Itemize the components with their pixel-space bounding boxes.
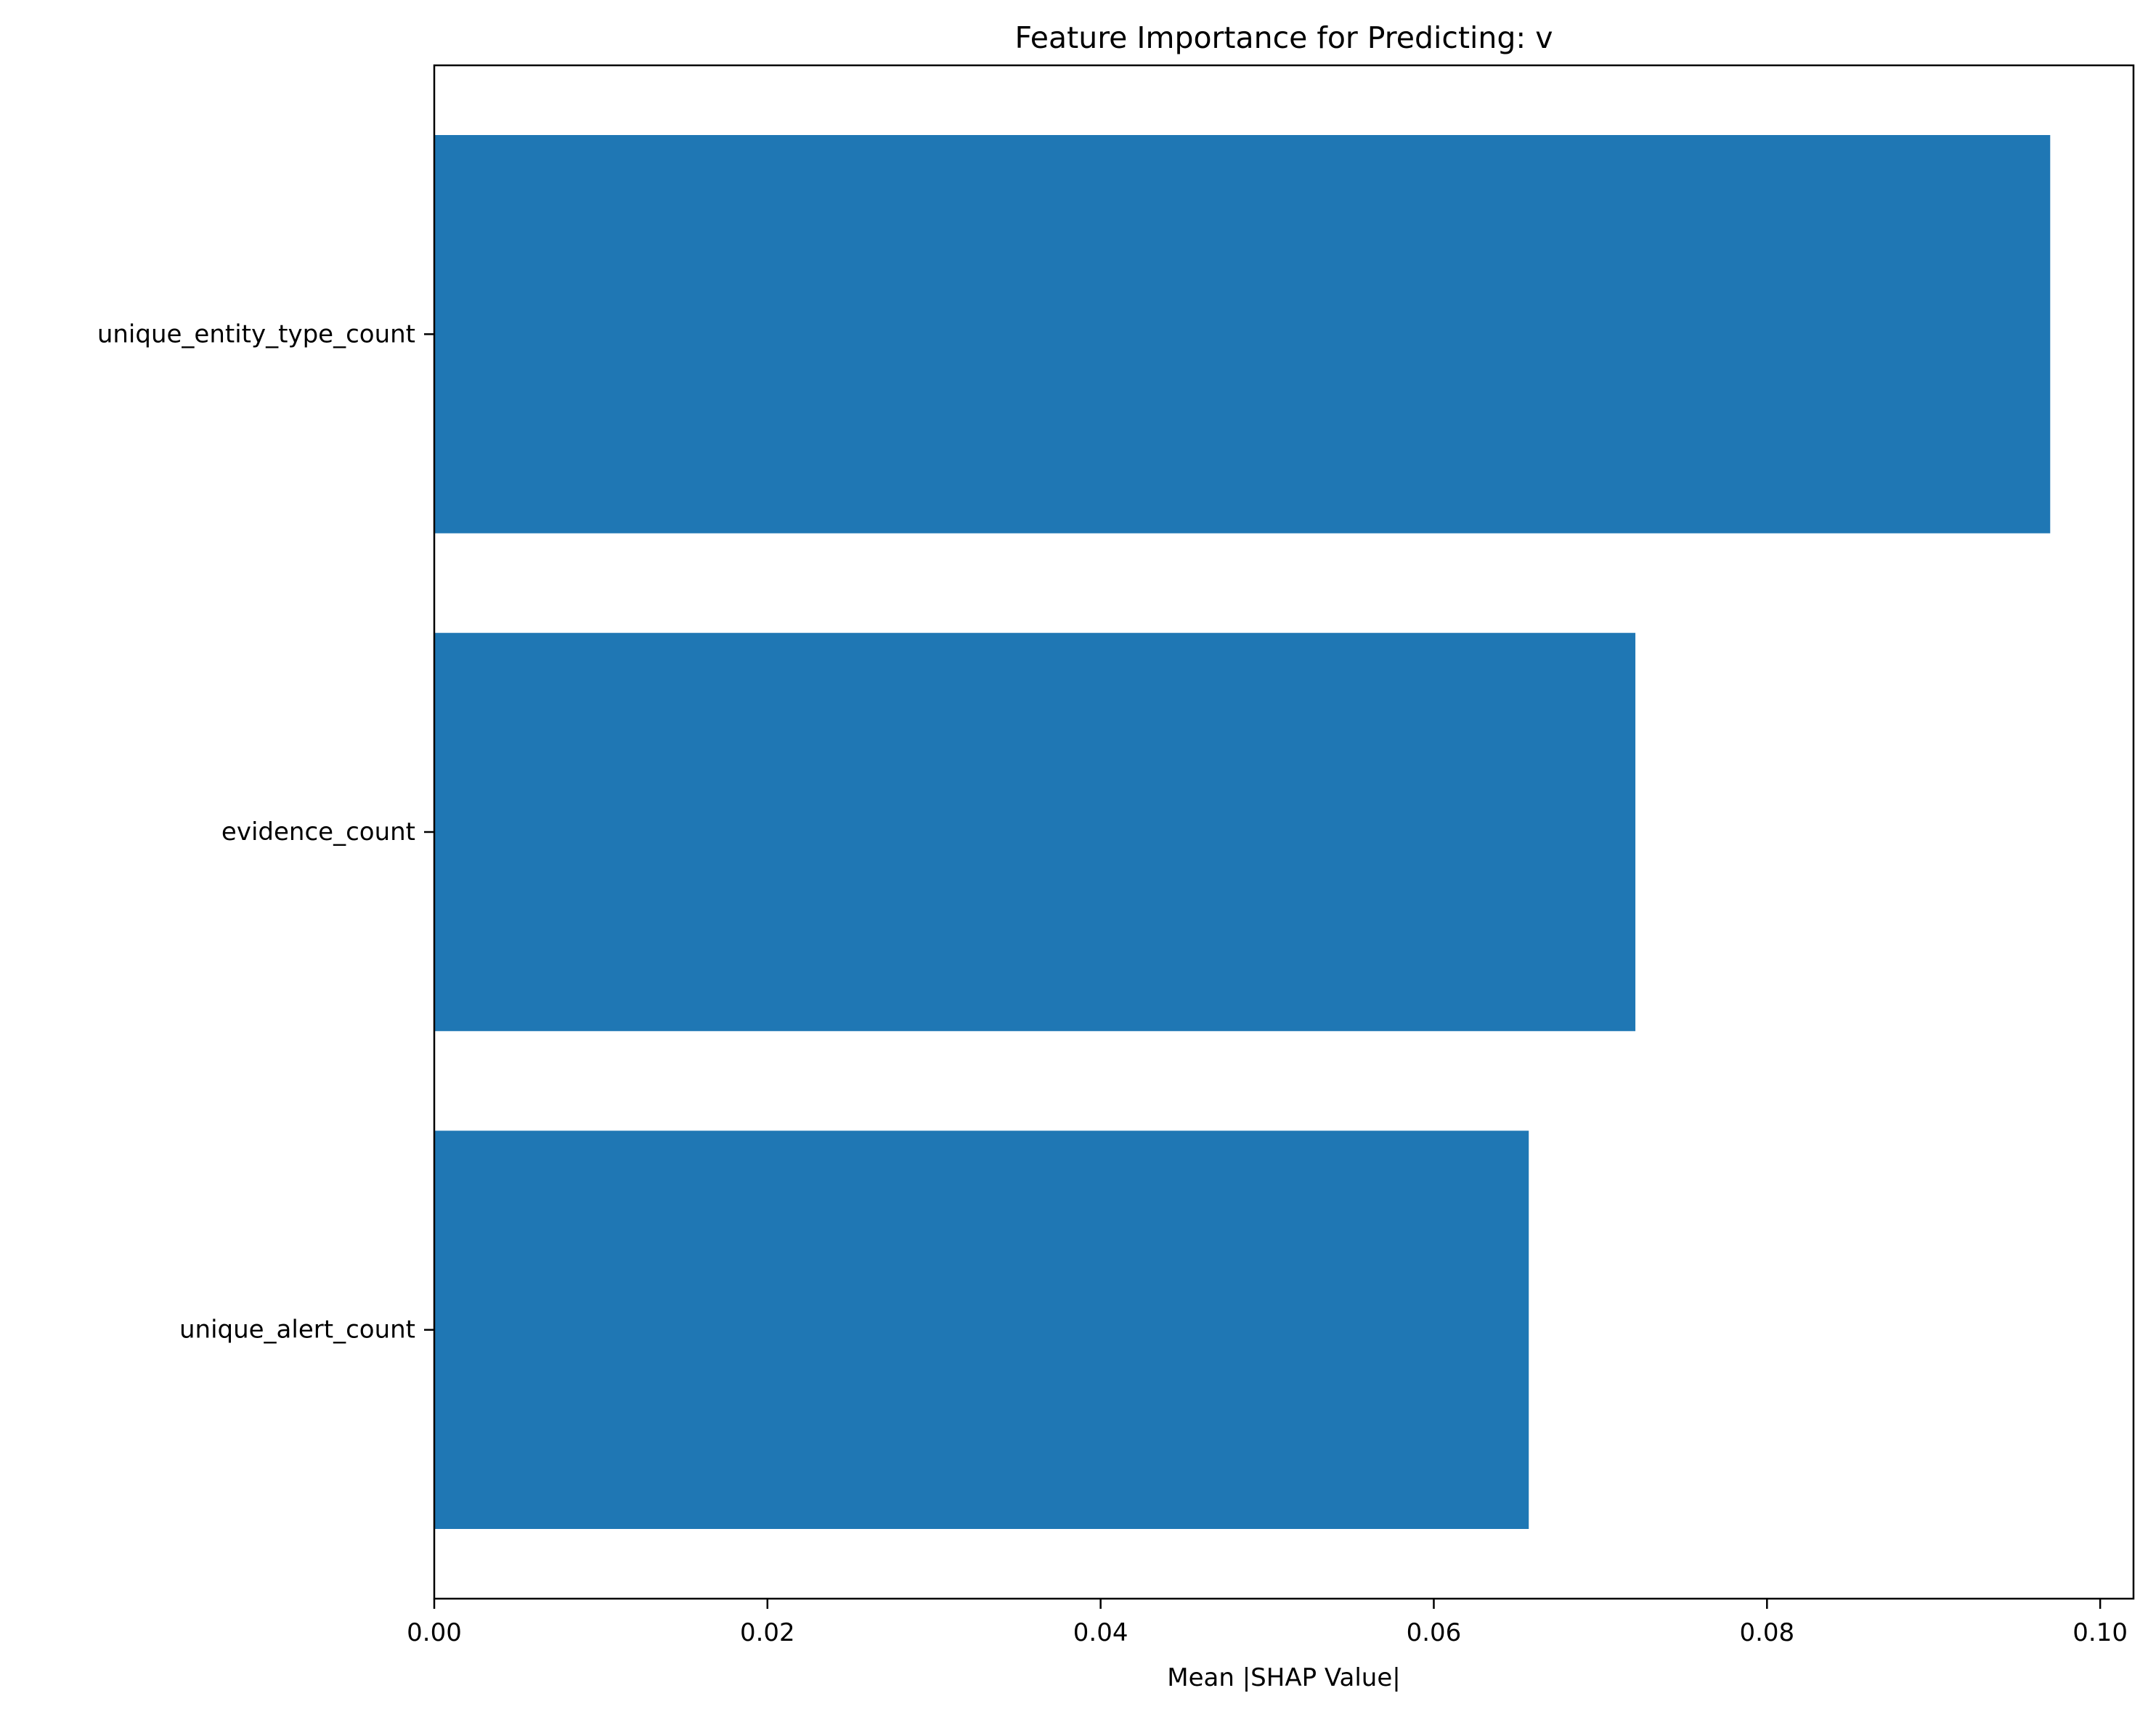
x-tick-label: 0.00 — [407, 1618, 462, 1647]
x-tick-label: 0.02 — [740, 1618, 795, 1647]
y-tick-label: unique_alert_count — [179, 1316, 415, 1345]
x-axis-label: Mean |SHAP Value| — [1167, 1663, 1400, 1692]
x-tick-label: 0.10 — [2072, 1618, 2128, 1647]
x-tick-label: 0.04 — [1073, 1618, 1128, 1647]
bar-evidence-count — [434, 632, 1636, 1032]
bar-unique-alert-count — [434, 1130, 1529, 1529]
y-tick-label: evidence_count — [221, 817, 415, 847]
x-tick-label: 0.06 — [1407, 1618, 1462, 1647]
x-tick-label: 0.08 — [1739, 1618, 1794, 1647]
chart-title: Feature Importance for Predicting: v — [1014, 20, 1553, 55]
plot-area-frame — [433, 64, 2135, 1600]
bar-unique-entity-type-count — [434, 135, 2051, 534]
y-axis-ticks: unique_alert_count evidence_count unique_e… — [97, 319, 434, 1345]
bars-layer — [434, 135, 2051, 1529]
y-tick-label: unique_entity_type_count — [97, 319, 415, 348]
x-axis-ticks: 0.00 0.02 0.04 0.06 0.08 0.10 — [407, 1599, 2128, 1647]
